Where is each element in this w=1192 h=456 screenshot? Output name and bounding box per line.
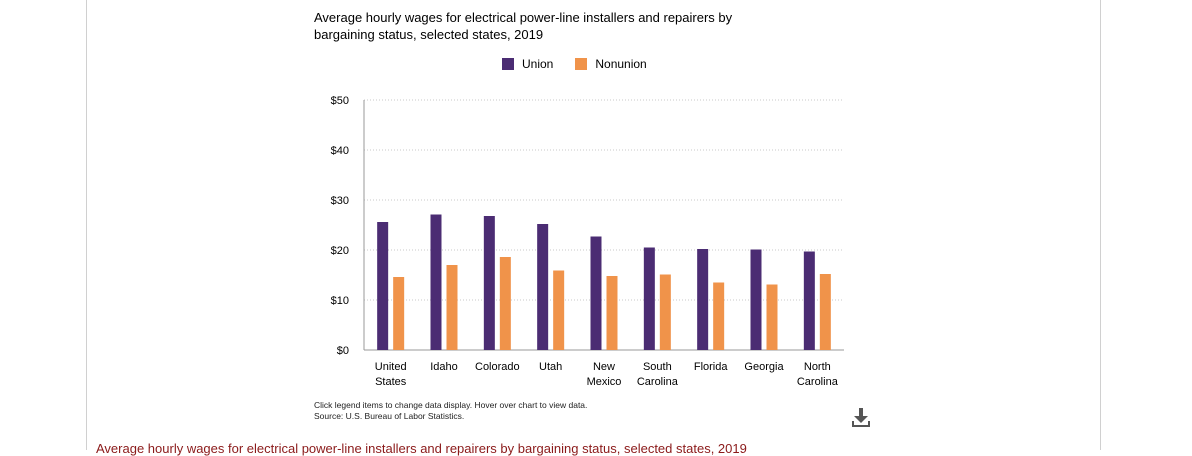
bar-union-7 (750, 249, 762, 350)
x-tick-label: South (643, 361, 672, 373)
x-tick-label: States (375, 376, 407, 388)
x-tick-label: New (593, 361, 615, 373)
bar-nonunion-6 (713, 282, 725, 350)
bar-chart[interactable]: $0 $10 $20 $30 $40 $50 United States Idaho Colora… (0, 0, 1192, 400)
bar-nonunion-8 (819, 274, 831, 350)
bar-union-1 (430, 214, 442, 350)
legend-swatch-union (502, 58, 514, 70)
y-tick-label: $20 (331, 245, 349, 257)
x-tick-label: Georgia (744, 361, 784, 373)
x-tick-label: North (804, 361, 831, 373)
legend: Union Nonunion (502, 56, 669, 72)
chart-title: Average hourly wages for electrical powe… (314, 10, 733, 42)
legend-label-union: Union (522, 57, 554, 71)
chart-notes: Click legend items to change data displa… (314, 400, 587, 422)
legend-item-nonunion[interactable]: Nonunion (575, 57, 647, 71)
notes-source: Source: U.S. Bureau of Labor Statistics. (314, 411, 465, 421)
download-icon[interactable] (850, 406, 872, 428)
bar-nonunion-0 (393, 277, 405, 350)
bar-union-2 (483, 216, 495, 350)
bar-nonunion-4 (606, 276, 618, 350)
x-tick-label: Carolina (797, 376, 839, 388)
x-tick-label: United (375, 361, 407, 373)
bar-nonunion-3 (553, 270, 565, 350)
bar-nonunion-7 (766, 284, 778, 350)
legend-item-union[interactable]: Union (502, 57, 553, 71)
bar-nonunion-1 (446, 265, 458, 350)
bar-union-8 (803, 251, 815, 350)
bar-union-4 (590, 236, 602, 350)
y-tick-label: $0 (337, 345, 349, 357)
x-tick-label: Mexico (587, 376, 622, 388)
legend-label-nonunion: Nonunion (595, 57, 647, 71)
y-tick-label: $40 (331, 145, 349, 157)
y-tick-label: $30 (331, 195, 349, 207)
x-tick-label: Florida (694, 361, 729, 373)
x-tick-label: Idaho (430, 361, 458, 373)
notes-hint: Click legend items to change data displa… (314, 400, 588, 410)
bar-union-3 (537, 224, 549, 350)
chart-caption[interactable]: Average hourly wages for electrical powe… (96, 441, 747, 456)
x-tick-label: Carolina (637, 376, 679, 388)
bar-union-0 (377, 222, 389, 350)
bar-union-5 (643, 247, 655, 350)
chart-frame (86, 0, 1101, 450)
x-tick-label: Utah (539, 361, 562, 373)
y-tick-label: $50 (331, 95, 349, 107)
bar-union-6 (697, 249, 709, 350)
bar-nonunion-5 (659, 274, 671, 350)
x-tick-label: Colorado (475, 361, 520, 373)
legend-swatch-nonunion (575, 58, 588, 70)
y-tick-label: $10 (331, 295, 349, 307)
bar-nonunion-2 (499, 257, 511, 350)
